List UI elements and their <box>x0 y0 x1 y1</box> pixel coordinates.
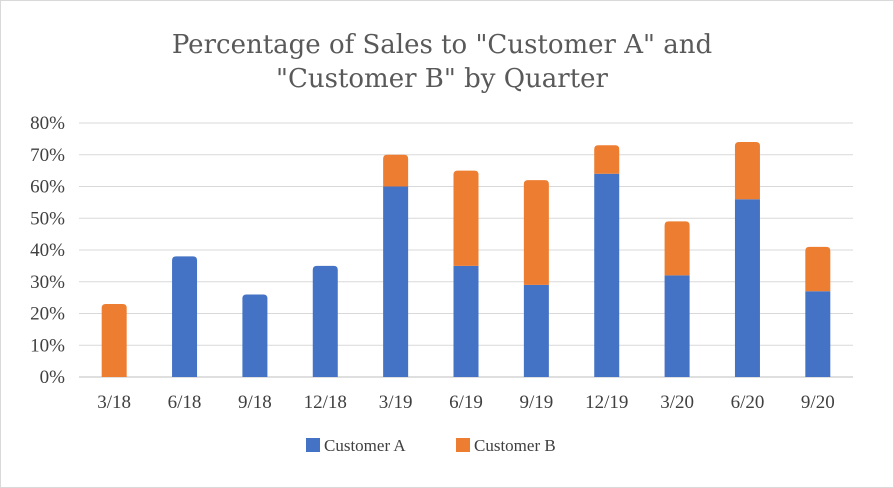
x-tick-label: 9/19 <box>519 392 553 413</box>
bar-customer-b <box>383 154 409 187</box>
bar-customer-a <box>664 275 690 377</box>
legend-swatch-customer-a <box>306 438 320 452</box>
legend-label: Customer B <box>474 436 556 455</box>
bar-customer-a <box>805 291 831 377</box>
x-tick-label: 9/18 <box>238 392 272 413</box>
bar-customer-a <box>594 173 620 377</box>
y-tick-label: 50% <box>30 208 65 229</box>
legend-label: Customer A <box>324 436 406 455</box>
bar-customer-a <box>242 294 268 377</box>
y-tick-label: 80% <box>30 113 65 134</box>
y-tick-label: 60% <box>30 177 65 198</box>
x-tick-label: 12/18 <box>304 392 347 413</box>
x-tick-label: 3/20 <box>660 392 694 413</box>
bar-customer-a <box>383 186 409 377</box>
legend-swatch-customer-b <box>456 438 470 452</box>
x-tick-label: 9/20 <box>801 392 835 413</box>
bar-customer-a <box>312 265 338 377</box>
bar-customer-b <box>453 170 479 266</box>
y-tick-label: 20% <box>30 304 65 325</box>
y-tick-labels: 0% 10% 20% 30% 40% 50% 60% 70% 80% <box>30 113 65 388</box>
y-tick-label: 30% <box>30 272 65 293</box>
bar-customer-a <box>453 265 479 377</box>
chart-title-line-1: Percentage of Sales to "Customer A" and <box>172 30 712 60</box>
bar-customer-b <box>805 246 831 292</box>
bar-customer-a <box>172 256 198 377</box>
x-tick-label: 3/19 <box>379 392 413 413</box>
chart-title: Percentage of Sales to "Customer A" and … <box>172 30 712 94</box>
x-tick-label: 6/20 <box>731 392 765 413</box>
x-tick-label: 12/19 <box>585 392 628 413</box>
chart-title-line-2: "Customer B" by Quarter <box>276 64 609 94</box>
bar-customer-b <box>523 180 549 285</box>
bar-customer-a <box>523 284 549 377</box>
bars <box>101 142 831 377</box>
bar-customer-a <box>734 199 760 377</box>
x-tick-labels: 3/18 6/18 9/18 12/18 3/19 6/19 9/19 12/19 3/20 6/… <box>97 392 834 413</box>
bar-customer-b <box>734 142 760 200</box>
x-tick-label: 6/18 <box>168 392 202 413</box>
bar-customer-b <box>101 303 127 377</box>
y-tick-label: 40% <box>30 240 65 261</box>
bar-customer-b <box>594 145 620 174</box>
x-tick-label: 3/18 <box>97 392 131 413</box>
y-tick-label: 10% <box>30 335 65 356</box>
legend: Customer A Customer B <box>306 436 556 455</box>
y-tick-label: 70% <box>30 145 65 166</box>
y-tick-label: 0% <box>40 367 66 388</box>
x-tick-label: 6/19 <box>449 392 483 413</box>
bar-customer-b <box>664 221 690 276</box>
